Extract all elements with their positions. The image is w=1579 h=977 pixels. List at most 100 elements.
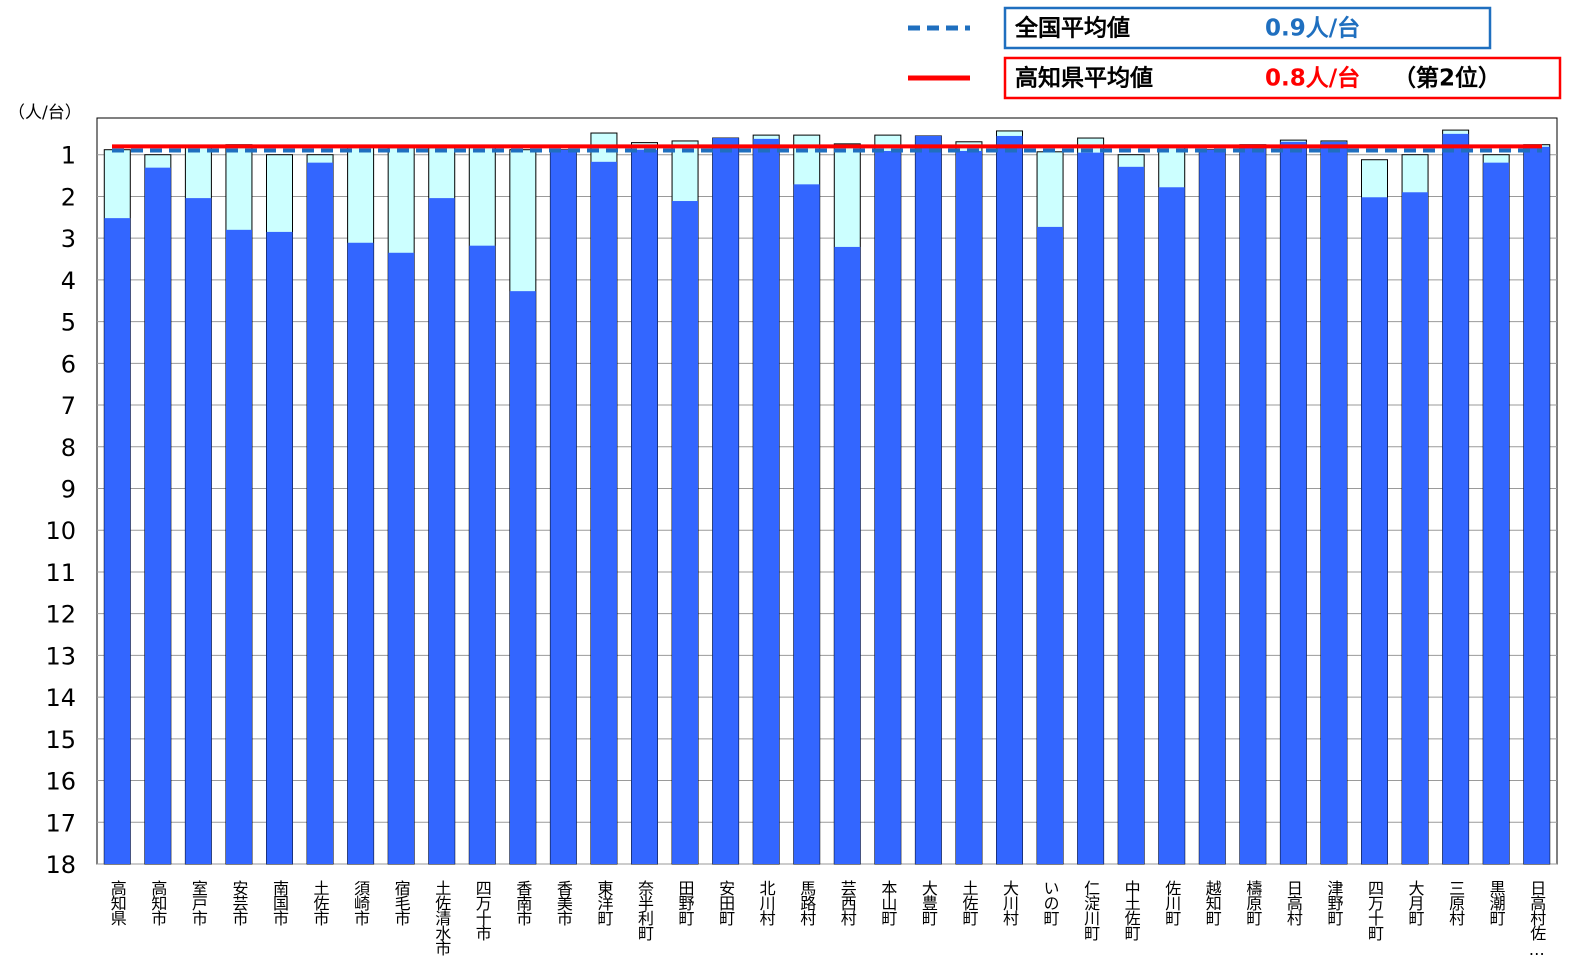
x-tick-label: 日高村佐… (1527, 880, 1546, 958)
y-tick-label: 10 (45, 517, 76, 545)
y-tick-label: 18 (45, 851, 76, 879)
x-tick-label: 三原村 (1446, 880, 1465, 926)
x-tick-label: 大月町 (1406, 880, 1425, 926)
bar (996, 135, 1023, 865)
x-tick-label: 土佐市 (311, 880, 330, 926)
x-tick-label: 室戸市 (189, 880, 208, 926)
x-tick-label: 高知県 (108, 880, 127, 926)
y-tick-label: 12 (45, 601, 76, 629)
y-tick-label: 1 (61, 142, 76, 170)
bar (225, 229, 252, 865)
legend-name: 全国平均値 (1014, 15, 1130, 42)
x-tick-label: 中土佐町 (1122, 880, 1141, 941)
y-tick-label: 8 (61, 434, 76, 462)
bar (307, 162, 334, 865)
bar (347, 242, 374, 864)
bar (1118, 166, 1145, 865)
bar (955, 150, 982, 864)
x-tick-label: 仁淀川町 (1081, 880, 1100, 941)
x-tick-label: 須崎市 (351, 880, 370, 926)
bar (1483, 162, 1510, 865)
y-tick-label: 6 (61, 350, 76, 378)
x-tick-label: 佐川町 (1162, 880, 1181, 926)
x-tick-label: 大川村 (1000, 880, 1019, 926)
y-tick-label: 2 (61, 183, 76, 211)
y-tick-label: 3 (61, 225, 76, 253)
bar (590, 161, 617, 864)
x-tick-label: 大豊町 (919, 880, 938, 926)
y-tick-label: 11 (45, 559, 76, 587)
y-tick-label: 7 (61, 392, 76, 420)
y-tick-label: 17 (45, 809, 76, 837)
x-tick-label: 四万十市 (473, 880, 492, 941)
y-tick-label: 4 (61, 267, 76, 295)
bar (185, 198, 212, 864)
y-tick-label: 9 (61, 476, 76, 504)
x-tick-label: 黒潮町 (1487, 880, 1506, 926)
x-tick-label: 田野町 (676, 880, 695, 926)
x-tick-label: 津野町 (1324, 880, 1343, 926)
x-tick-label: 奈半利町 (635, 880, 654, 941)
y-tick-label: 13 (45, 642, 76, 670)
bar (144, 167, 171, 864)
bar (631, 149, 658, 864)
x-tick-label: 土佐町 (959, 880, 978, 926)
x-tick-label: 土佐清水市 (432, 880, 451, 956)
bar (1523, 146, 1550, 865)
bar (428, 198, 455, 864)
plot-area (96, 117, 1558, 865)
x-tick-label: 安芸市 (229, 880, 248, 926)
x-tick-label: 南国市 (270, 880, 289, 926)
x-tick-label: 東洋町 (594, 880, 613, 926)
x-tick-label: 越知町 (1203, 880, 1222, 926)
bar (509, 291, 536, 864)
x-tick-label: 日高村 (1284, 880, 1303, 926)
x-tick-label: 馬路村 (797, 880, 816, 926)
y-tick-label: 16 (45, 768, 76, 796)
bar (1280, 141, 1307, 864)
x-tick-label: 香南市 (513, 880, 532, 926)
x-tick-label: 芸西村 (838, 880, 857, 926)
y-axis-label: （人/台） (8, 103, 82, 123)
y-tick-label: 14 (45, 684, 76, 712)
bar (550, 149, 577, 864)
y-tick-label: 15 (45, 726, 76, 754)
legend-value: 0.8人/台 (1265, 65, 1360, 92)
bar (1239, 145, 1266, 864)
x-tick-label: 四万十町 (1365, 880, 1384, 941)
bar (834, 246, 861, 864)
bar (672, 201, 699, 865)
bar (915, 135, 942, 865)
bar (1199, 149, 1226, 864)
x-tick-label: 高知市 (148, 880, 167, 926)
x-tick-label: 檮原町 (1243, 880, 1262, 926)
x-tick-label: 安田町 (716, 880, 735, 926)
y-tick-label: 5 (61, 309, 76, 337)
bar (1158, 187, 1185, 864)
legend-name: 高知県平均値 (1015, 65, 1153, 92)
legend-box (1003, 56, 1562, 100)
bar (469, 245, 496, 865)
bar (104, 218, 131, 864)
x-tick-label: 宿毛市 (392, 880, 411, 926)
x-tick-label: 本山町 (878, 880, 897, 926)
legend-rank: （第2位） (1393, 65, 1501, 92)
bar (388, 252, 415, 865)
bar (1037, 226, 1064, 864)
bar (1361, 197, 1388, 865)
x-tick-label: いの町 (1041, 880, 1060, 926)
bar (1442, 133, 1469, 865)
bar (874, 150, 901, 864)
legend-value: 0.9人/台 (1265, 15, 1360, 42)
bar (753, 138, 780, 864)
x-tick-label: 香美市 (554, 880, 573, 926)
bar (793, 184, 820, 865)
bar (1320, 141, 1347, 864)
bar (266, 231, 293, 865)
bar (1077, 152, 1104, 864)
legend-box (1003, 6, 1492, 50)
bar (712, 138, 739, 865)
x-tick-label: 北川村 (757, 880, 776, 926)
bar (1402, 192, 1429, 864)
